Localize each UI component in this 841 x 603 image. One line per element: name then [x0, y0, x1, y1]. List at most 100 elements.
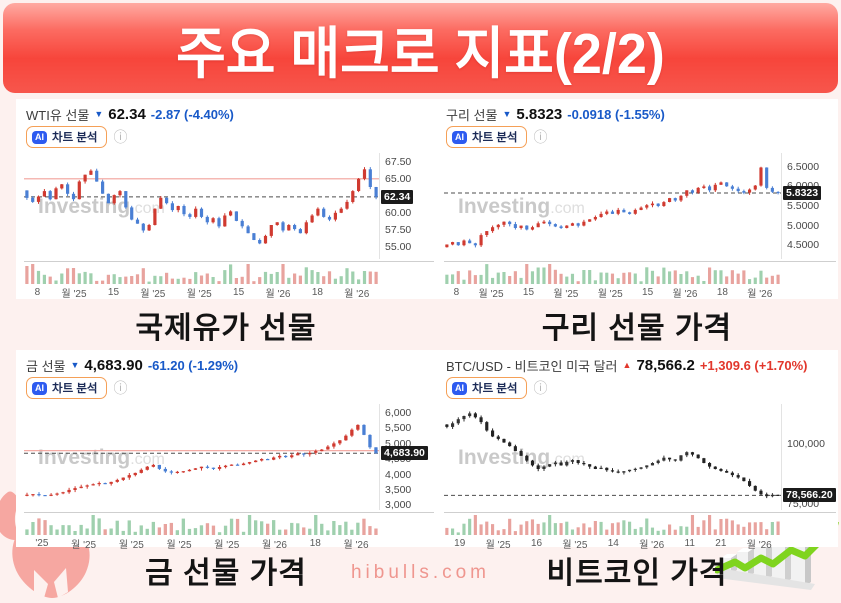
title-banner: 주요 매크로 지표(2/2) [3, 3, 838, 93]
last-price: 5.8323 [516, 105, 563, 123]
y-tick-label: 57.50 [385, 223, 412, 236]
ai-chart-analysis-button[interactable]: AI 차트 분석 [26, 126, 107, 148]
ai-icon: AI [32, 130, 47, 144]
y-tick-label: 3,000 [385, 499, 412, 512]
time-axis: 8 월 '25 15 월 '25 월 '25 15 월 '26 18 월 '26 [444, 286, 782, 300]
ai-icon: AI [32, 381, 47, 395]
last-price: 78,566.2 [636, 356, 695, 374]
last-price: 4,683.90 [84, 356, 143, 374]
x-tick-label: 월 '25 [485, 540, 511, 551]
badge-row: AI 차트 분석 ⓘ [446, 377, 548, 399]
time-axis: 8 월 '25 15 월 '25 월 '25 15 월 '26 18 월 '26 [24, 286, 380, 300]
y-tick-label: 5.0000 [787, 219, 820, 232]
ai-icon: AI [452, 130, 467, 144]
instrument-name[interactable]: 금 선물 [26, 358, 66, 374]
x-tick-label: 월 '25 [562, 540, 588, 551]
x-tick-label: 18 [716, 287, 728, 298]
volume-chart [24, 264, 380, 284]
price-direction-icon: ▲ [622, 359, 632, 370]
ai-icon: AI [452, 381, 467, 395]
x-tick-label: 19 [454, 538, 466, 549]
candlestick-svg [444, 411, 781, 499]
last-price: 62.34 [108, 105, 146, 123]
x-tick-label: 15 [522, 287, 535, 298]
x-tick-label: 15 [233, 287, 245, 298]
x-tick-label: 18 [309, 538, 321, 549]
x-tick-label: 16 [530, 538, 543, 549]
price-chart[interactable]: Investing.com [24, 404, 380, 510]
x-tick-label: 월 '26 [344, 289, 370, 300]
y-tick-label: 6,000 [385, 406, 412, 419]
site-url[interactable]: hibulls.com [350, 562, 491, 583]
y-tick-label: 5,500 [385, 422, 412, 435]
x-tick-label: 14 [607, 538, 619, 549]
info-icon[interactable]: ⓘ [533, 129, 548, 145]
y-tick-label: 4.5000 [787, 239, 820, 252]
y-tick-label: 100,000 [787, 437, 825, 450]
volume-svg [25, 515, 378, 535]
copper-header: 구리 선물 ▼ 5.8323 -0.0918 (-1.55%) [446, 104, 832, 124]
price-change: -61.20 (-1.29%) [147, 357, 239, 373]
y-tick-label: 60.00 [385, 206, 412, 219]
price-axis: 6,0005,5005,0004,5004,0003,5003,0004,683… [380, 404, 434, 512]
x-tick-label: 18 [311, 287, 323, 298]
info-icon[interactable]: ⓘ [113, 129, 128, 145]
x-tick-label: '25 [35, 538, 49, 549]
x-tick-label: 월 '26 [672, 289, 698, 300]
price-change: -2.87 (-4.40%) [150, 106, 234, 122]
price-direction-icon: ▼ [70, 359, 80, 370]
price-chart[interactable]: Investing.com [444, 404, 782, 510]
ai-badge-label: 차트 분석 [52, 383, 98, 395]
copper-futures-card: 구리 선물 ▼ 5.8323 -0.0918 (-1.55%) AI 차트 분석… [436, 99, 838, 300]
btc-plot: Investing.com 100,000 75,000 78,566.20 19 월… [444, 404, 836, 551]
time-axis: 19 월 '25 16 월 '25 14 월 '26 11 21 월 '26 [444, 537, 782, 551]
x-tick-label: 월 '26 [261, 540, 287, 551]
x-tick-label: 월 '25 [71, 540, 97, 551]
volume-svg [445, 515, 780, 535]
candlestick-svg [444, 166, 781, 248]
instrument-name[interactable]: BTC/USD - 비트코인 미국 달러 [446, 358, 618, 374]
price-axis: 100,000 75,000 78,566.20 [782, 404, 836, 510]
price-chart[interactable]: Investing.com [444, 153, 782, 259]
instrument-name[interactable]: WTI유 선물 [26, 107, 90, 123]
page-title: 주요 매크로 지표(2/2) [176, 22, 665, 85]
y-tick-label: 3,500 [385, 483, 412, 496]
ai-chart-analysis-button[interactable]: AI 차트 분석 [446, 126, 527, 148]
ai-badge-label: 차트 분석 [472, 383, 518, 395]
x-tick-label: 15 [642, 287, 654, 298]
x-tick-label: 월 '25 [478, 289, 504, 300]
x-tick-label: 월 '25 [166, 540, 192, 551]
btc-header: BTC/USD - 비트코인 미국 달러 ▲ 78,566.2 +1,309.6… [446, 355, 832, 375]
volume-svg [25, 264, 378, 284]
pane-divider [24, 512, 434, 513]
x-tick-label: 11 [684, 538, 695, 549]
price-chart[interactable]: Investing.com [24, 153, 380, 259]
x-tick-label: 21 [715, 538, 727, 549]
candlestick-svg [24, 424, 379, 497]
pane-divider [24, 261, 434, 262]
ai-chart-analysis-button[interactable]: AI 차트 분석 [26, 377, 107, 399]
x-tick-label: 15 [107, 287, 120, 298]
info-icon[interactable]: ⓘ [113, 380, 128, 396]
x-tick-label: 월 '26 [639, 540, 665, 551]
copper-plot: Investing.com 6.50006.00005.50005.00004.… [444, 153, 836, 300]
badge-row: AI 차트 분석 ⓘ [446, 126, 548, 148]
x-tick-label: 월 '25 [597, 289, 623, 300]
candlestick-svg [24, 167, 379, 245]
ai-chart-analysis-button[interactable]: AI 차트 분석 [446, 377, 527, 399]
instrument-name[interactable]: 구리 선물 [446, 107, 498, 123]
gold-plot: Investing.com 6,0005,5005,0004,5004,0003… [24, 404, 434, 551]
y-tick-label: 55.00 [385, 240, 412, 253]
pane-divider [444, 512, 836, 513]
volume-chart [24, 515, 380, 535]
ai-badge-label: 차트 분석 [52, 132, 98, 144]
info-icon[interactable]: ⓘ [533, 380, 548, 396]
wti-header: WTI유 선물 ▼ 62.34 -2.87 (-4.40%) [26, 104, 430, 124]
x-tick-label: 월 '26 [746, 540, 772, 551]
badge-row: AI 차트 분석 ⓘ [26, 126, 128, 148]
x-tick-label: 월 '25 [118, 540, 144, 551]
x-tick-label: 월 '26 [265, 289, 291, 300]
wti-plot: Investing.com 67.50 65.00 60.00 57.50 55.00 6… [24, 153, 434, 300]
price-change: +1,309.6 (+1.70%) [699, 357, 808, 373]
